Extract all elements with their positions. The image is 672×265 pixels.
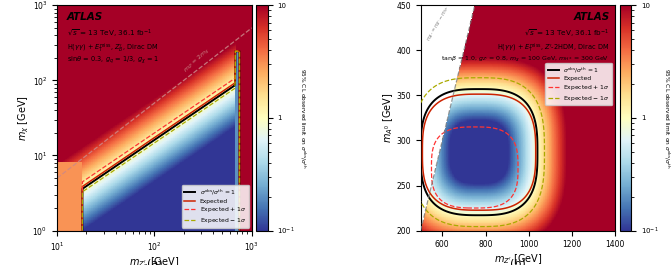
Text: tan$\beta$ = 1.0, $g_{Z^{\prime}}$ = 0.8, $m_\chi$ = 100 GeV, $m_{H^{\pm}}$ = 30: tan$\beta$ = 1.0, $g_{Z^{\prime}}$ = 0.8…	[442, 55, 610, 65]
Text: sin$\theta$ = 0.3, $g_q$ = 1/3, $g_\chi$ = 1: sin$\theta$ = 0.3, $g_q$ = 1/3, $g_\chi$…	[67, 55, 159, 66]
X-axis label: $m_{Z^{\prime}}$ [GeV]: $m_{Z^{\prime}}$ [GeV]	[494, 252, 542, 265]
Text: ATLAS: ATLAS	[67, 12, 103, 22]
Text: H($\gamma\gamma$) + $E_{\mathrm{T}}^{\mathrm{miss}}$, $Z^{\prime}_{B}$, Dirac DM: H($\gamma\gamma$) + $E_{\mathrm{T}}^{\ma…	[67, 41, 158, 55]
Legend: $\sigma^{\rm obs}/\sigma^{\rm th}$ = 1, Expected, Expected + 1$\sigma$, Expected: $\sigma^{\rm obs}/\sigma^{\rm th}$ = 1, …	[182, 185, 249, 228]
X-axis label: $m_{Z^{\prime}_B}$ [GeV]: $m_{Z^{\prime}_B}$ [GeV]	[130, 255, 179, 265]
Text: ATLAS: ATLAS	[573, 12, 610, 22]
Text: (a): (a)	[146, 259, 162, 265]
Text: H($\gamma\gamma$) + $E_{\mathrm{T}}^{\mathrm{miss}}$, $Z^{\prime}$-2HDM, Dirac D: H($\gamma\gamma$) + $E_{\mathrm{T}}^{\ma…	[497, 41, 610, 55]
Legend: $\sigma^{\rm obs}/\sigma^{\rm th}$ = 1, Expected, Expected + 1$\sigma$, Expected: $\sigma^{\rm obs}/\sigma^{\rm th}$ = 1, …	[546, 63, 612, 105]
Y-axis label: $m_\chi$ [GeV]: $m_\chi$ [GeV]	[17, 95, 31, 141]
Y-axis label: 95% CL observed limit on $\sigma^{\mathrm{obs}}/\sigma^{\mathrm{th}}$: 95% CL observed limit on $\sigma^{\mathr…	[662, 68, 671, 168]
Text: $\sqrt{s}$ = 13 TeV, 36.1 fb$^{-1}$: $\sqrt{s}$ = 13 TeV, 36.1 fb$^{-1}$	[524, 28, 610, 40]
Text: $\sqrt{s}$ = 13 TeV, 36.1 fb$^{-1}$: $\sqrt{s}$ = 13 TeV, 36.1 fb$^{-1}$	[67, 28, 153, 40]
Text: $m_{A^0} = m_{Z^{\prime}} - m_{H^{\pm}}$: $m_{A^0} = m_{Z^{\prime}} - m_{H^{\pm}}$	[425, 4, 453, 43]
Y-axis label: $m_{A^0}$ [GeV]: $m_{A^0}$ [GeV]	[381, 93, 395, 143]
Text: (b): (b)	[510, 259, 526, 265]
Text: $m_{Z^{\prime}} = 2m_\chi$: $m_{Z^{\prime}} = 2m_\chi$	[183, 46, 214, 76]
Y-axis label: 95% CL observed limit on $\sigma^{\mathrm{obs}}/\sigma^{\mathrm{th}}$: 95% CL observed limit on $\sigma^{\mathr…	[298, 68, 308, 168]
